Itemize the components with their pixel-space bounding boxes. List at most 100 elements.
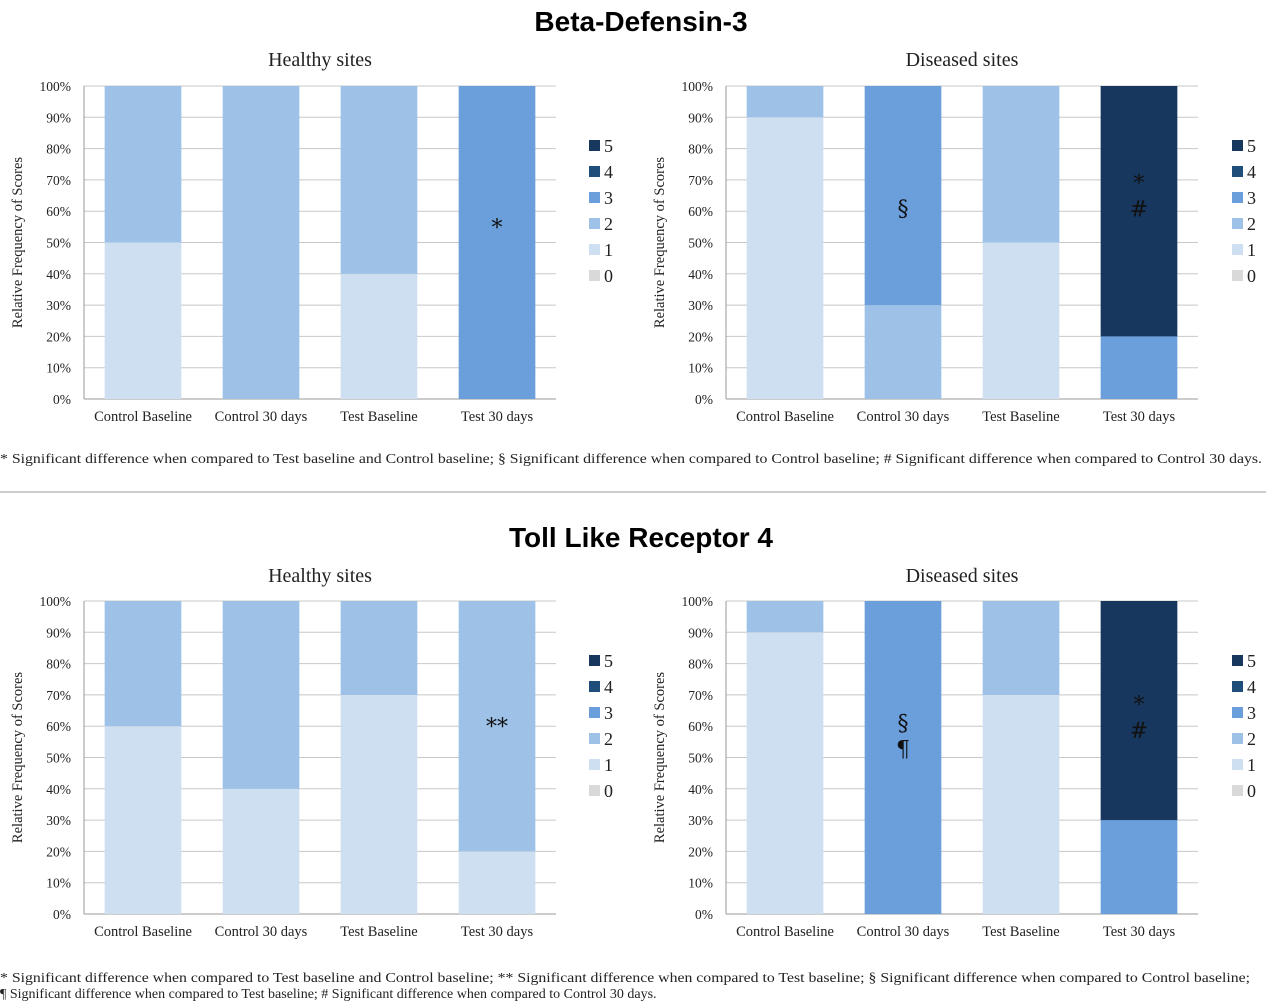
bar-segment-score-2 (982, 601, 1060, 695)
legend-swatch-score-4 (589, 166, 600, 177)
legend-swatch-score-5 (1232, 140, 1243, 151)
bar-segment-score-1 (746, 117, 824, 400)
legend-swatch-score-1 (589, 244, 600, 255)
y-tick-label: 50% (688, 236, 713, 251)
legend-label: 1 (1247, 240, 1256, 260)
y-tick-label: 0% (53, 392, 71, 407)
significance-mark: * (1134, 693, 1145, 718)
legend-swatch-score-4 (1232, 166, 1243, 177)
x-tick-label: Control 30 days (215, 924, 308, 940)
y-tick-label: 100% (682, 79, 714, 94)
legend-label: 4 (1247, 162, 1256, 182)
bar-segment-score-2 (458, 601, 536, 852)
x-tick-label: Control Baseline (736, 409, 834, 425)
legend-label: 1 (604, 755, 613, 775)
legend-label: 3 (1247, 188, 1256, 208)
bar-segment-score-1 (222, 788, 300, 914)
y-tick-label: 0% (695, 907, 713, 922)
legend-label: 3 (604, 188, 613, 208)
bar-segment-score-2 (864, 305, 942, 399)
legend-label: 4 (1247, 677, 1256, 697)
bar-segment-score-2 (746, 601, 824, 633)
legend-label: 0 (604, 781, 613, 801)
y-tick-label: 50% (46, 751, 71, 766)
x-tick-label: Test 30 days (1103, 924, 1176, 940)
x-tick-label: Control 30 days (857, 409, 950, 425)
legend-swatch-score-5 (1232, 655, 1243, 666)
bar-segment-score-2 (104, 86, 182, 243)
y-tick-label: 30% (46, 813, 71, 828)
legend-label: 4 (604, 677, 613, 697)
y-tick-label: 90% (46, 625, 71, 640)
legend-label: 2 (604, 214, 613, 234)
y-tick-label: 10% (688, 361, 713, 376)
legend-swatch-score-0 (1232, 270, 1243, 281)
significance-mark: ** (486, 715, 508, 740)
y-tick-label: 80% (688, 657, 713, 672)
bar-segment-score-2 (340, 86, 418, 274)
y-axis-label: Relative Frequency of Scores (10, 157, 26, 328)
legend-swatch-score-3 (1232, 707, 1243, 718)
y-tick-label: 40% (46, 782, 71, 797)
legend-label: 5 (1247, 136, 1256, 156)
figure-title-1: Beta-Defensin-3 (534, 6, 747, 37)
x-tick-label: Test Baseline (340, 924, 418, 940)
x-tick-label: Control 30 days (857, 924, 950, 940)
legend-label: 0 (604, 266, 613, 286)
x-tick-label: Test 30 days (461, 409, 534, 425)
bar-segment-score-1 (340, 694, 418, 914)
legend-label: 1 (604, 240, 613, 260)
y-tick-label: 70% (688, 173, 713, 188)
legend-label: 2 (1247, 214, 1256, 234)
legend-label: 5 (604, 136, 613, 156)
bar-segment-score-3 (1100, 820, 1178, 914)
footnote-2-line-2: ¶ Significant difference when compared t… (0, 987, 657, 1001)
y-tick-label: 80% (688, 142, 713, 157)
legend-label: 0 (1247, 266, 1256, 286)
legend-label: 0 (1247, 781, 1256, 801)
panel-title: Diseased sites (906, 565, 1019, 587)
legend-swatch-score-3 (1232, 192, 1243, 203)
significance-mark: # (1130, 719, 1148, 744)
bar-segment-score-1 (746, 632, 824, 914)
y-tick-label: 30% (688, 813, 713, 828)
x-tick-label: Test Baseline (982, 409, 1060, 425)
y-tick-label: 60% (46, 204, 71, 219)
legend-swatch-score-3 (589, 707, 600, 718)
significance-mark: * (492, 216, 503, 241)
legend-label: 2 (604, 729, 613, 749)
legend-swatch-score-4 (1232, 681, 1243, 692)
y-tick-label: 70% (46, 688, 71, 703)
panel-title: Healthy sites (268, 49, 372, 71)
y-tick-label: 10% (46, 361, 71, 376)
y-tick-label: 70% (46, 173, 71, 188)
y-tick-label: 100% (40, 594, 72, 609)
x-tick-label: Test Baseline (982, 924, 1060, 940)
bar-segment-score-2 (746, 86, 824, 118)
x-tick-label: Test Baseline (340, 409, 418, 425)
y-tick-label: 0% (53, 907, 71, 922)
bar-segment-score-5 (1100, 86, 1178, 337)
y-tick-label: 100% (40, 79, 72, 94)
y-tick-label: 10% (688, 876, 713, 891)
bar-segment-score-3 (1100, 336, 1178, 399)
y-tick-label: 0% (695, 392, 713, 407)
legend-swatch-score-5 (589, 140, 600, 151)
y-tick-label: 70% (688, 688, 713, 703)
legend-swatch-score-0 (589, 785, 600, 796)
legend-label: 1 (1247, 755, 1256, 775)
legend-swatch-score-0 (589, 270, 600, 281)
legend-swatch-score-4 (589, 681, 600, 692)
y-tick-label: 90% (688, 625, 713, 640)
legend-label: 3 (1247, 703, 1256, 723)
legend-swatch-score-2 (1232, 733, 1243, 744)
y-tick-label: 40% (688, 267, 713, 282)
significance-mark: ¶ (896, 738, 910, 763)
y-tick-label: 50% (46, 236, 71, 251)
y-tick-label: 30% (46, 298, 71, 313)
footnote-2-line-1: * Significant difference when compared t… (0, 971, 1250, 986)
legend-swatch-score-2 (589, 733, 600, 744)
bar-segment-score-1 (982, 242, 1060, 399)
y-tick-label: 60% (688, 719, 713, 734)
